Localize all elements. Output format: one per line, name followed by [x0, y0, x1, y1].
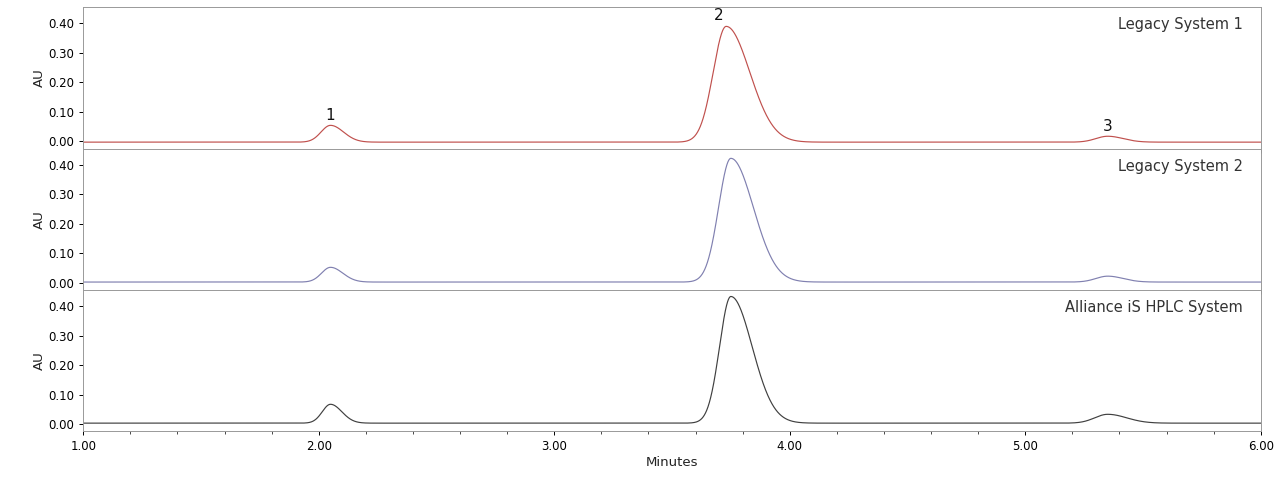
Text: 3: 3 [1103, 119, 1112, 134]
Text: 1: 1 [325, 107, 335, 123]
Text: 2: 2 [714, 8, 724, 24]
Text: Alliance iS HPLC System: Alliance iS HPLC System [1065, 300, 1243, 315]
Text: Legacy System 2: Legacy System 2 [1119, 159, 1243, 174]
Y-axis label: AU: AU [32, 351, 45, 370]
X-axis label: Minutes: Minutes [645, 456, 699, 469]
Text: Legacy System 1: Legacy System 1 [1119, 17, 1243, 32]
Y-axis label: AU: AU [32, 210, 45, 228]
Y-axis label: AU: AU [32, 68, 45, 87]
